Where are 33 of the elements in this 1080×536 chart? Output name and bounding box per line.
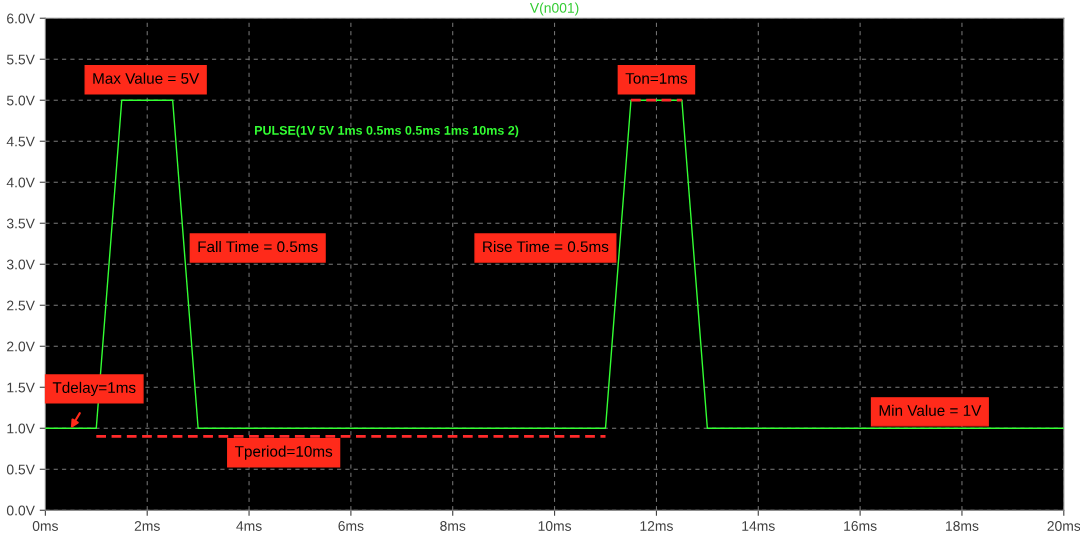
y-tick-label: 0.5V	[6, 464, 35, 475]
x-tick-label: 8ms	[440, 521, 466, 531]
y-tick-label: 3.5V	[6, 218, 35, 229]
text: PULSE(1V 5V 1ms 0.5ms 0.5ms 1ms 10ms 2)	[255, 125, 519, 138]
y-tick-label: 5.5V	[6, 54, 35, 65]
y-tick-label: 2.5V	[7, 300, 35, 311]
x-tick-label: 2ms	[134, 521, 160, 531]
x-tick-label: 6ms	[338, 521, 364, 531]
y-tick-label: 5.0V	[6, 95, 35, 106]
annotation: Max Value = 5V	[93, 72, 200, 84]
annotation: Tdelay=1ms	[52, 381, 136, 397]
x-tick-label: 18ms	[946, 521, 979, 531]
x-tick-label: 20ms	[1047, 521, 1080, 531]
x-tick-label: 14ms	[742, 521, 775, 531]
y-tick-label: 6.0V	[7, 13, 35, 24]
y-tick-label: 0.0V	[6, 505, 35, 516]
annotation: Rise Time = 0.5ms	[483, 240, 609, 253]
chart-title: V(n001)	[529, 2, 579, 16]
y-tick-label: 2.0V	[7, 341, 35, 352]
y-tick-label: 4.5V	[6, 136, 35, 147]
x-tick-label: 10ms	[538, 521, 572, 531]
annotation: Min Value = 1V	[879, 404, 982, 416]
annotation: Ton=1ms	[625, 73, 688, 84]
x-tick-label: 12ms	[640, 521, 673, 531]
x-tick-label: 4ms	[236, 521, 262, 531]
annotation: Tperiod=10ms	[234, 445, 333, 460]
y-tick-label: 4.0V	[6, 177, 35, 188]
x-tick-label: 16ms	[844, 521, 877, 531]
x-tick-label: 0ms	[32, 521, 58, 531]
y-tick-label: 1.5V	[7, 382, 35, 393]
y-tick-label: 1.0V	[7, 423, 35, 434]
y-tick-label: 3.0V	[6, 259, 35, 270]
annotation: Fall Time = 0.5ms	[198, 240, 318, 253]
